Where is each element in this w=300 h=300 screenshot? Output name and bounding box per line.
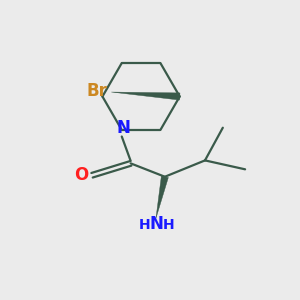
Text: Br: Br bbox=[87, 82, 108, 100]
Text: N: N bbox=[116, 118, 130, 136]
Polygon shape bbox=[111, 92, 180, 100]
Polygon shape bbox=[156, 176, 168, 218]
Text: H: H bbox=[163, 218, 174, 232]
Text: O: O bbox=[74, 166, 88, 184]
Text: N: N bbox=[150, 215, 164, 233]
Text: H: H bbox=[139, 218, 151, 232]
